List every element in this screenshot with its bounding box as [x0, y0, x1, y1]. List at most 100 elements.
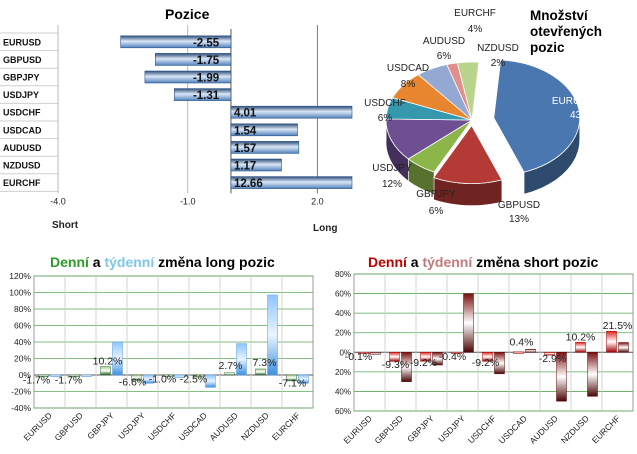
- daily-value-label: 10.2%: [566, 332, 596, 344]
- daily-bar: [101, 367, 111, 375]
- short-side-label: Short: [52, 220, 79, 231]
- pie-label-percent: 43%: [570, 110, 590, 121]
- daily-value-label: -7.1%: [279, 378, 306, 390]
- long-title-and: a: [89, 254, 105, 270]
- category-label: AUDUSD: [527, 413, 559, 445]
- daily-value-label: -9.2%: [472, 357, 499, 369]
- y-tick-label: 20%: [14, 354, 31, 364]
- short-changes-panel: Denní a týdenní změna short pozic 60%40%…: [318, 248, 637, 449]
- y-tick-label: 100%: [9, 288, 31, 298]
- daily-bar: [576, 342, 586, 352]
- pie-label-percent: 6%: [437, 51, 452, 62]
- daily-value-label: 2.7%: [219, 360, 243, 372]
- bar-value-label: 1.57: [234, 143, 256, 155]
- daily-value-label: 21.5%: [603, 320, 633, 332]
- y-tick-label: 60%: [335, 290, 351, 299]
- category-label: USDJPY: [3, 90, 39, 100]
- long-changes-chart: -40%-20%0%20%40%60%80%100%120%-1.7%EURUS…: [0, 248, 320, 449]
- daily-value-label: 7.3%: [253, 357, 277, 369]
- pie-title-line-1: Množství: [530, 8, 602, 24]
- daily-value-label: 10.2%: [93, 355, 123, 367]
- category-label: USDCAD: [3, 125, 42, 135]
- bar-value-label: 4.01: [234, 108, 257, 120]
- pie-title-line-2: otevřených: [530, 24, 602, 40]
- category-label: USDCHF: [466, 413, 498, 445]
- y-tick-label: 120%: [9, 271, 31, 281]
- category-label: AUDUSD: [207, 410, 239, 442]
- category-label: NZDUSD: [239, 410, 271, 442]
- pie-title: Množství otevřených pozic: [530, 8, 602, 56]
- weekly-bar: [619, 343, 629, 353]
- long-title: Denní a týdenní změna long pozic: [50, 254, 275, 270]
- long-title-daily: Denní: [50, 254, 89, 270]
- pie-label-percent: 13%: [509, 214, 529, 225]
- pie-label-name: USDCAD: [387, 63, 429, 74]
- short-title-rest: změna short pozic: [472, 254, 598, 270]
- pie-label-name: USDJPY: [372, 163, 412, 174]
- daily-value-label: -9.3%: [382, 359, 409, 371]
- pie-title-line-3: pozic: [530, 40, 602, 56]
- x-tick-label: -1.0: [180, 196, 196, 206]
- bar-value-label: -1.31: [193, 90, 220, 102]
- long-title-weekly: týdenní: [104, 254, 154, 270]
- daily-value-label: -9.2%: [410, 357, 437, 369]
- x-tick-label: -4.0: [50, 196, 66, 206]
- category-label: GBPUSD: [372, 413, 404, 445]
- bar-value-label: 12.66: [234, 178, 263, 190]
- y-tick-label: 60%: [14, 321, 31, 331]
- category-label: GBPUSD: [3, 55, 42, 65]
- daily-value-label: -0.4%: [439, 351, 466, 363]
- short-title: Denní a týdenní změna short pozic: [368, 254, 598, 270]
- short-changes-chart: 60%40%20%0%20%40%60%80%-0.1%EURUSD-9.3%G…: [318, 248, 637, 449]
- pie-label-name: NZDUSD: [477, 43, 519, 54]
- y-tick-label: 40%: [14, 337, 31, 347]
- category-label: USDCHF: [3, 108, 41, 118]
- category-label: EURCHF: [270, 410, 302, 442]
- pie-label-percent: 8%: [401, 79, 416, 90]
- pie-label-percent: 6%: [378, 113, 393, 124]
- category-label: NZDUSD: [559, 413, 591, 445]
- y-tick-label: 60%: [335, 407, 351, 416]
- daily-bar: [514, 352, 524, 354]
- daily-bar: [607, 331, 617, 352]
- bar-value-label: 1.54: [234, 125, 257, 137]
- weekly-bar: [464, 294, 474, 353]
- short-title-daily: Denní: [368, 254, 407, 270]
- category-label: USDCHF: [146, 410, 178, 442]
- daily-value-label: -2.5%: [180, 373, 207, 385]
- y-tick-label: -40%: [11, 403, 31, 413]
- category-label: GBPJPY: [3, 73, 40, 83]
- category-label: GBPJPY: [405, 413, 436, 444]
- daily-value-label: -2.9%: [539, 353, 566, 365]
- pie-label-name: GBPUSD: [498, 200, 540, 211]
- bar-value-label: 1.17: [234, 161, 256, 173]
- bar-value-label: -1.75: [193, 55, 220, 67]
- category-label: USDJPY: [436, 413, 467, 444]
- daily-value-label: 0.4%: [510, 336, 534, 348]
- pie-label-name: EURCHF: [454, 8, 496, 19]
- y-tick-label: 80%: [335, 270, 351, 279]
- daily-value-label: -1.7%: [55, 374, 82, 386]
- category-label: EURUSD: [21, 410, 53, 442]
- pie-label-percent: 2%: [491, 58, 506, 69]
- y-tick-label: -20%: [11, 387, 31, 397]
- x-tick-label: 2.0: [311, 196, 324, 206]
- category-label: USDJPY: [116, 410, 147, 441]
- bar-value-label: -1.99: [193, 73, 219, 85]
- category-label: GBPUSD: [52, 410, 84, 442]
- pie-label-percent: 12%: [382, 179, 402, 190]
- category-label: USDCAD: [496, 413, 528, 445]
- y-tick-label: 80%: [14, 304, 31, 314]
- long-side-label: Long: [313, 223, 337, 234]
- weekly-bar: [526, 349, 536, 352]
- category-label: EURUSD: [341, 413, 373, 445]
- pie-label-name: USDCHF: [364, 98, 406, 109]
- long-changes-panel: Denní a týdenní změna long pozic -40% -20…: [0, 248, 320, 449]
- category-label: NZDUSD: [3, 161, 41, 171]
- daily-value-label: -1.0%: [149, 373, 176, 385]
- category-label: EURCHF: [590, 413, 622, 445]
- daily-value-label: -6.6%: [119, 377, 146, 389]
